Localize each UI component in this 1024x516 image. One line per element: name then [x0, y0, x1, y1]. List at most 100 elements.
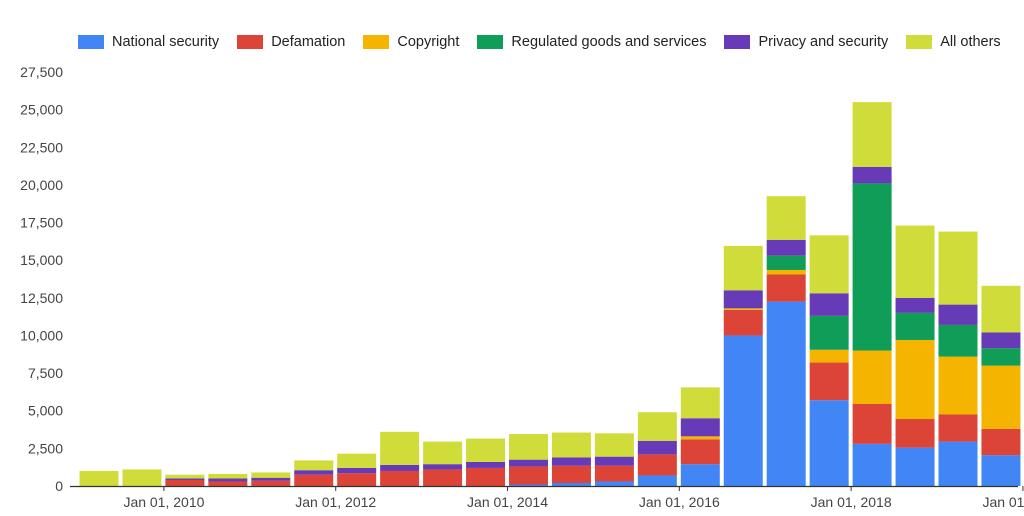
- bar-segment-all-others[interactable]: [637, 412, 677, 441]
- bar-segment-privacy-and-security[interactable]: [981, 332, 1021, 349]
- x-tick-label: Jan 01, 2018: [811, 494, 892, 510]
- bar-segment-national-security[interactable]: [895, 447, 935, 486]
- bar-segment-all-others[interactable]: [723, 245, 763, 291]
- bar-segment-regulated-goods-and-services[interactable]: [852, 183, 892, 351]
- bar-segment-privacy-and-security[interactable]: [938, 304, 978, 325]
- bar-segment-national-security[interactable]: [509, 484, 548, 486]
- bar-segment-national-security[interactable]: [680, 464, 720, 486]
- bar-segment-defamation[interactable]: [251, 480, 291, 486]
- bar-segment-national-security[interactable]: [981, 455, 1021, 486]
- bar-segment-privacy-and-security[interactable]: [895, 297, 935, 313]
- bar-segment-defamation[interactable]: [594, 465, 634, 482]
- bar-segment-defamation[interactable]: [165, 479, 205, 486]
- bar-segment-privacy-and-security[interactable]: [337, 467, 377, 474]
- bar-segment-copyright[interactable]: [809, 349, 849, 363]
- y-tick-label: 17,500: [20, 215, 63, 231]
- bar-segment-all-others[interactable]: [208, 473, 248, 479]
- bar-segment-all-others[interactable]: [380, 431, 420, 465]
- bar-segment-defamation[interactable]: [380, 470, 420, 486]
- bar-segment-privacy-and-security[interactable]: [680, 418, 720, 437]
- bar-segment-all-others[interactable]: [680, 387, 720, 419]
- bar-segment-all-others[interactable]: [551, 432, 591, 458]
- bar-segment-privacy-and-security[interactable]: [165, 478, 205, 480]
- bar-segment-all-others[interactable]: [509, 434, 548, 460]
- bar-segment-privacy-and-security[interactable]: [466, 461, 506, 468]
- bar-segment-privacy-and-security[interactable]: [423, 464, 463, 470]
- bar-segment-copyright[interactable]: [766, 269, 806, 275]
- bar-segment-national-security[interactable]: [551, 482, 591, 486]
- bar-segment-copyright[interactable]: [895, 339, 935, 420]
- bar-segment-national-security[interactable]: [938, 441, 978, 486]
- bar-segment-national-security[interactable]: [594, 481, 634, 486]
- bar-segment-privacy-and-security[interactable]: [594, 456, 634, 466]
- bar-segment-national-security[interactable]: [723, 335, 763, 486]
- bar-segment-all-others[interactable]: [766, 196, 806, 240]
- bar-segment-copyright[interactable]: [723, 308, 763, 310]
- bar-segment-defamation[interactable]: [981, 428, 1021, 456]
- bar-segment-all-others[interactable]: [423, 441, 463, 465]
- bar-segment-defamation[interactable]: [852, 403, 892, 444]
- bar-segment-privacy-and-security[interactable]: [509, 459, 548, 467]
- bar-segment-all-others[interactable]: [809, 235, 849, 294]
- bar-segment-privacy-and-security[interactable]: [637, 440, 677, 455]
- bar-segment-regulated-goods-and-services[interactable]: [809, 315, 849, 350]
- bar-segment-privacy-and-security[interactable]: [723, 290, 763, 309]
- legend-label: All others: [940, 34, 1001, 50]
- legend-item-all-others[interactable]: All others: [906, 34, 1001, 50]
- bar-segment-copyright[interactable]: [981, 365, 1021, 429]
- bar-segment-privacy-and-security[interactable]: [208, 478, 248, 482]
- bar-segment-privacy-and-security[interactable]: [251, 477, 291, 481]
- bar-segment-copyright[interactable]: [852, 350, 892, 404]
- legend-item-copyright[interactable]: Copyright: [363, 34, 459, 50]
- bar-segment-defamation[interactable]: [938, 414, 978, 442]
- bar-segment-national-security[interactable]: [637, 475, 677, 486]
- bar-segment-all-others[interactable]: [852, 102, 892, 167]
- bar-segment-privacy-and-security[interactable]: [294, 470, 334, 475]
- bar-segment-privacy-and-security[interactable]: [809, 293, 849, 316]
- bar-segment-defamation[interactable]: [637, 454, 677, 476]
- legend-item-regulated-goods-and-services[interactable]: Regulated goods and services: [477, 34, 706, 50]
- bar-segment-all-others[interactable]: [594, 433, 634, 457]
- bar-segment-defamation[interactable]: [208, 481, 248, 486]
- bar-segment-privacy-and-security[interactable]: [551, 457, 591, 466]
- bar-segment-all-others[interactable]: [79, 470, 119, 486]
- bar-segment-copyright[interactable]: [680, 436, 720, 440]
- bar-segment-defamation[interactable]: [723, 309, 763, 336]
- bar-segment-all-others[interactable]: [981, 285, 1021, 333]
- y-tick-label: 7,500: [28, 365, 63, 381]
- bar-segment-national-security[interactable]: [766, 301, 806, 486]
- bar-segment-defamation[interactable]: [337, 473, 377, 486]
- y-tick-label: 10,000: [20, 327, 63, 343]
- bar-segment-all-others[interactable]: [337, 453, 377, 468]
- bar-segment-privacy-and-security[interactable]: [766, 239, 806, 256]
- bar-segment-all-others[interactable]: [938, 231, 978, 305]
- bar-segment-defamation[interactable]: [766, 274, 806, 302]
- bar-segment-all-others[interactable]: [294, 460, 334, 471]
- bar-segment-regulated-goods-and-services[interactable]: [938, 324, 978, 357]
- bar-segment-defamation[interactable]: [423, 469, 463, 486]
- bar-segment-all-others[interactable]: [895, 225, 935, 298]
- bar-segment-defamation[interactable]: [294, 474, 334, 486]
- bar-segment-privacy-and-security[interactable]: [380, 464, 420, 471]
- bar-segment-all-others[interactable]: [466, 438, 506, 462]
- bar-segment-privacy-and-security[interactable]: [852, 166, 892, 184]
- legend-item-national-security[interactable]: National security: [78, 34, 219, 50]
- bar-segment-all-others[interactable]: [122, 469, 162, 486]
- bar-segment-regulated-goods-and-services[interactable]: [981, 348, 1021, 366]
- bar-segment-all-others[interactable]: [251, 472, 291, 478]
- bar-segment-copyright[interactable]: [938, 356, 978, 415]
- bar-segment-national-security[interactable]: [852, 443, 892, 486]
- bar-segment-defamation[interactable]: [551, 465, 591, 483]
- bar-segment-defamation[interactable]: [466, 467, 506, 486]
- legend-item-privacy-and-security[interactable]: Privacy and security: [724, 34, 888, 50]
- bar-segment-defamation[interactable]: [809, 362, 849, 401]
- y-tick-label: 0: [55, 478, 63, 494]
- bar-segment-regulated-goods-and-services[interactable]: [895, 312, 935, 340]
- bar-segment-defamation[interactable]: [895, 419, 935, 448]
- bar-segment-regulated-goods-and-services[interactable]: [766, 255, 806, 270]
- bar-segment-national-security[interactable]: [809, 400, 849, 486]
- bar-segment-defamation[interactable]: [509, 466, 548, 485]
- bar-segment-defamation[interactable]: [680, 439, 720, 465]
- legend-item-defamation[interactable]: Defamation: [237, 34, 345, 50]
- bar-segment-all-others[interactable]: [165, 474, 205, 479]
